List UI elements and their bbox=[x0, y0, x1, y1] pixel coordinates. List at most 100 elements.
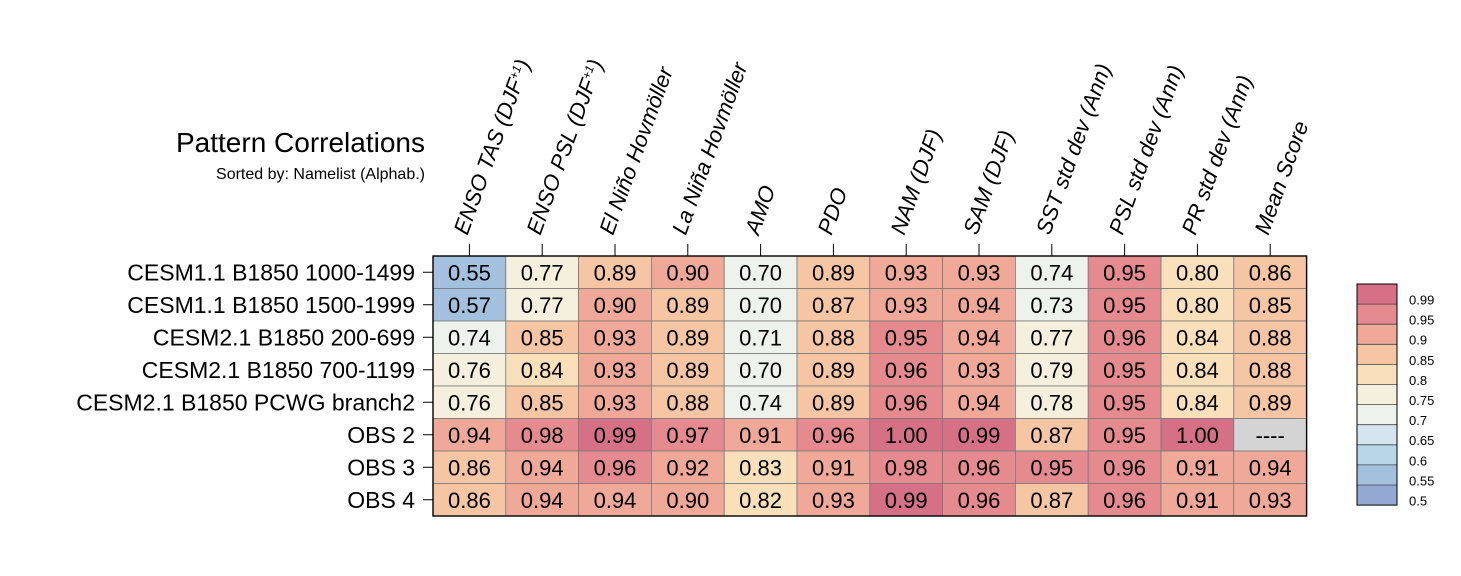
heatmap-cell bbox=[869, 483, 943, 517]
cell-value-label: 0.96 bbox=[885, 390, 928, 415]
cell-value-label: 0.76 bbox=[448, 358, 491, 383]
cell-value-label: 0.96 bbox=[885, 358, 928, 383]
heatmap-cell bbox=[723, 385, 798, 419]
cell-value-label: 0.73 bbox=[1030, 293, 1073, 318]
colorbar-swatch bbox=[1357, 304, 1397, 325]
cell-value-label: 0.96 bbox=[958, 455, 1001, 480]
cell-value-label: 0.96 bbox=[1103, 488, 1146, 513]
cell-value-label: 0.86 bbox=[1249, 260, 1292, 285]
cell-value-label: 0.93 bbox=[958, 260, 1001, 285]
cell-value-label: 0.96 bbox=[594, 455, 637, 480]
heatmap-cell bbox=[1160, 353, 1235, 387]
colorbar-label: 0.7 bbox=[1409, 413, 1427, 428]
heatmap-cell bbox=[796, 288, 871, 322]
cell-value-label: 0.87 bbox=[1030, 488, 1073, 513]
column-label: PDO bbox=[813, 184, 853, 237]
cell-value-label: 0.79 bbox=[1030, 358, 1073, 383]
cell-value-label: 0.84 bbox=[1176, 325, 1219, 350]
cell-value-label: 0.88 bbox=[1249, 325, 1292, 350]
cell-value-label: 0.93 bbox=[885, 260, 928, 285]
cell-value-label: 0.74 bbox=[739, 390, 782, 415]
cell-value-label: 1.00 bbox=[1176, 423, 1219, 448]
colorbar-label: 0.75 bbox=[1409, 393, 1434, 408]
heatmap-cell bbox=[869, 353, 943, 387]
row-label: CESM2.1 B1850 200-699 bbox=[153, 324, 415, 350]
heatmap-cell bbox=[651, 418, 725, 452]
cell-value-label: 0.95 bbox=[1103, 390, 1146, 415]
column-label: ENSO TAS (DJF+1) bbox=[449, 56, 536, 238]
cell-value-label: 0.77 bbox=[521, 293, 564, 318]
heatmap-cell bbox=[1087, 483, 1162, 517]
colorbar-swatch bbox=[1357, 364, 1397, 385]
cell-value-label: 0.85 bbox=[521, 325, 564, 350]
cell-value-label: ---- bbox=[1256, 423, 1285, 448]
cell-value-label: 0.93 bbox=[594, 390, 637, 415]
heatmap-cell bbox=[942, 483, 1016, 517]
cell-value-label: 0.97 bbox=[666, 423, 709, 448]
heatmap-cell bbox=[796, 255, 871, 289]
cell-value-label: 0.89 bbox=[666, 325, 709, 350]
cell-value-label: 0.90 bbox=[594, 293, 637, 318]
heatmap-cell bbox=[1160, 483, 1235, 517]
heatmap-cell bbox=[796, 483, 871, 517]
cell-value-label: 0.77 bbox=[1030, 325, 1073, 350]
cell-value-label: 0.94 bbox=[521, 455, 564, 480]
heatmap-cell bbox=[578, 288, 652, 322]
colorbar-frame bbox=[1356, 283, 1398, 506]
cell-value-label: 0.89 bbox=[812, 358, 855, 383]
heatmap-cell bbox=[1087, 353, 1162, 387]
heatmap-cell bbox=[942, 450, 1016, 484]
heatmap-cell bbox=[723, 483, 798, 517]
heatmap-cell bbox=[869, 385, 943, 419]
cell-value-label: 0.88 bbox=[1249, 358, 1292, 383]
colorbar-label: 0.6 bbox=[1409, 453, 1427, 468]
heatmap-cell bbox=[1015, 385, 1089, 419]
cell-value-label: 0.91 bbox=[1176, 455, 1219, 480]
heatmap-cell bbox=[942, 320, 1016, 354]
row-label: CESM2.1 B1850 PCWG branch2 bbox=[76, 389, 415, 415]
heatmap-cell bbox=[505, 450, 579, 484]
colorbar-swatch bbox=[1357, 444, 1397, 465]
heatmap-cell bbox=[1015, 353, 1089, 387]
column-label: El Niño Hovmöller bbox=[594, 62, 678, 238]
chart-title: Pattern Correlations bbox=[175, 127, 425, 158]
cell-value-label: 0.87 bbox=[812, 293, 855, 318]
colorbar-label: 0.55 bbox=[1409, 473, 1434, 488]
cell-value-label: 0.84 bbox=[521, 358, 564, 383]
column-label: AMO bbox=[739, 182, 780, 240]
cell-value-label: 0.90 bbox=[666, 260, 709, 285]
cell-value-label: 0.94 bbox=[958, 293, 1001, 318]
column-label: Mean Score bbox=[1249, 118, 1313, 238]
cell-value-label: 0.93 bbox=[1249, 488, 1292, 513]
heatmap-cell bbox=[1087, 450, 1162, 484]
column-label: SAM (DJF) bbox=[958, 127, 1019, 238]
heatmap-cell bbox=[869, 320, 943, 354]
heatmap-cell bbox=[578, 483, 652, 517]
heatmap-cell bbox=[723, 288, 798, 322]
colorbar-swatch bbox=[1357, 485, 1397, 506]
cell-value-label: 0.94 bbox=[958, 390, 1001, 415]
heatmap-cell bbox=[1087, 255, 1162, 289]
colorbar: 0.99 0.95 0.9 0.85 0.8 0.75 0.7 0.65 0.6 0.55 0.5 bbox=[1356, 283, 1434, 509]
cell-value-label: 0.94 bbox=[594, 488, 637, 513]
heatmap-cell bbox=[578, 450, 652, 484]
heatmap-cell bbox=[1233, 450, 1308, 484]
row-label: OBS 4 bbox=[347, 487, 415, 513]
heatmap-cell bbox=[505, 353, 579, 387]
column-label: La Niña Hovmöller bbox=[667, 58, 753, 238]
cell-value-label: 0.94 bbox=[958, 325, 1001, 350]
column-label: PR std dev (Ann) bbox=[1177, 72, 1258, 238]
title-block: Pattern Correlations Sorted by: Namelist… bbox=[176, 126, 425, 186]
colorbar-swatch bbox=[1357, 464, 1397, 485]
cell-value-label: 0.92 bbox=[666, 455, 709, 480]
cell-value-label: 0.89 bbox=[594, 260, 637, 285]
row-label: OBS 2 bbox=[347, 422, 415, 448]
colorbar-swatch bbox=[1357, 324, 1397, 345]
cell-value-label: 0.93 bbox=[812, 488, 855, 513]
cell-value-label: 0.93 bbox=[958, 358, 1001, 383]
cell-value-label: 0.98 bbox=[521, 423, 564, 448]
heatmap-cell bbox=[1233, 385, 1308, 419]
cell-value-label: 0.94 bbox=[448, 423, 491, 448]
cell-value-label: 0.83 bbox=[739, 455, 782, 480]
heatmap-cell bbox=[432, 353, 507, 387]
